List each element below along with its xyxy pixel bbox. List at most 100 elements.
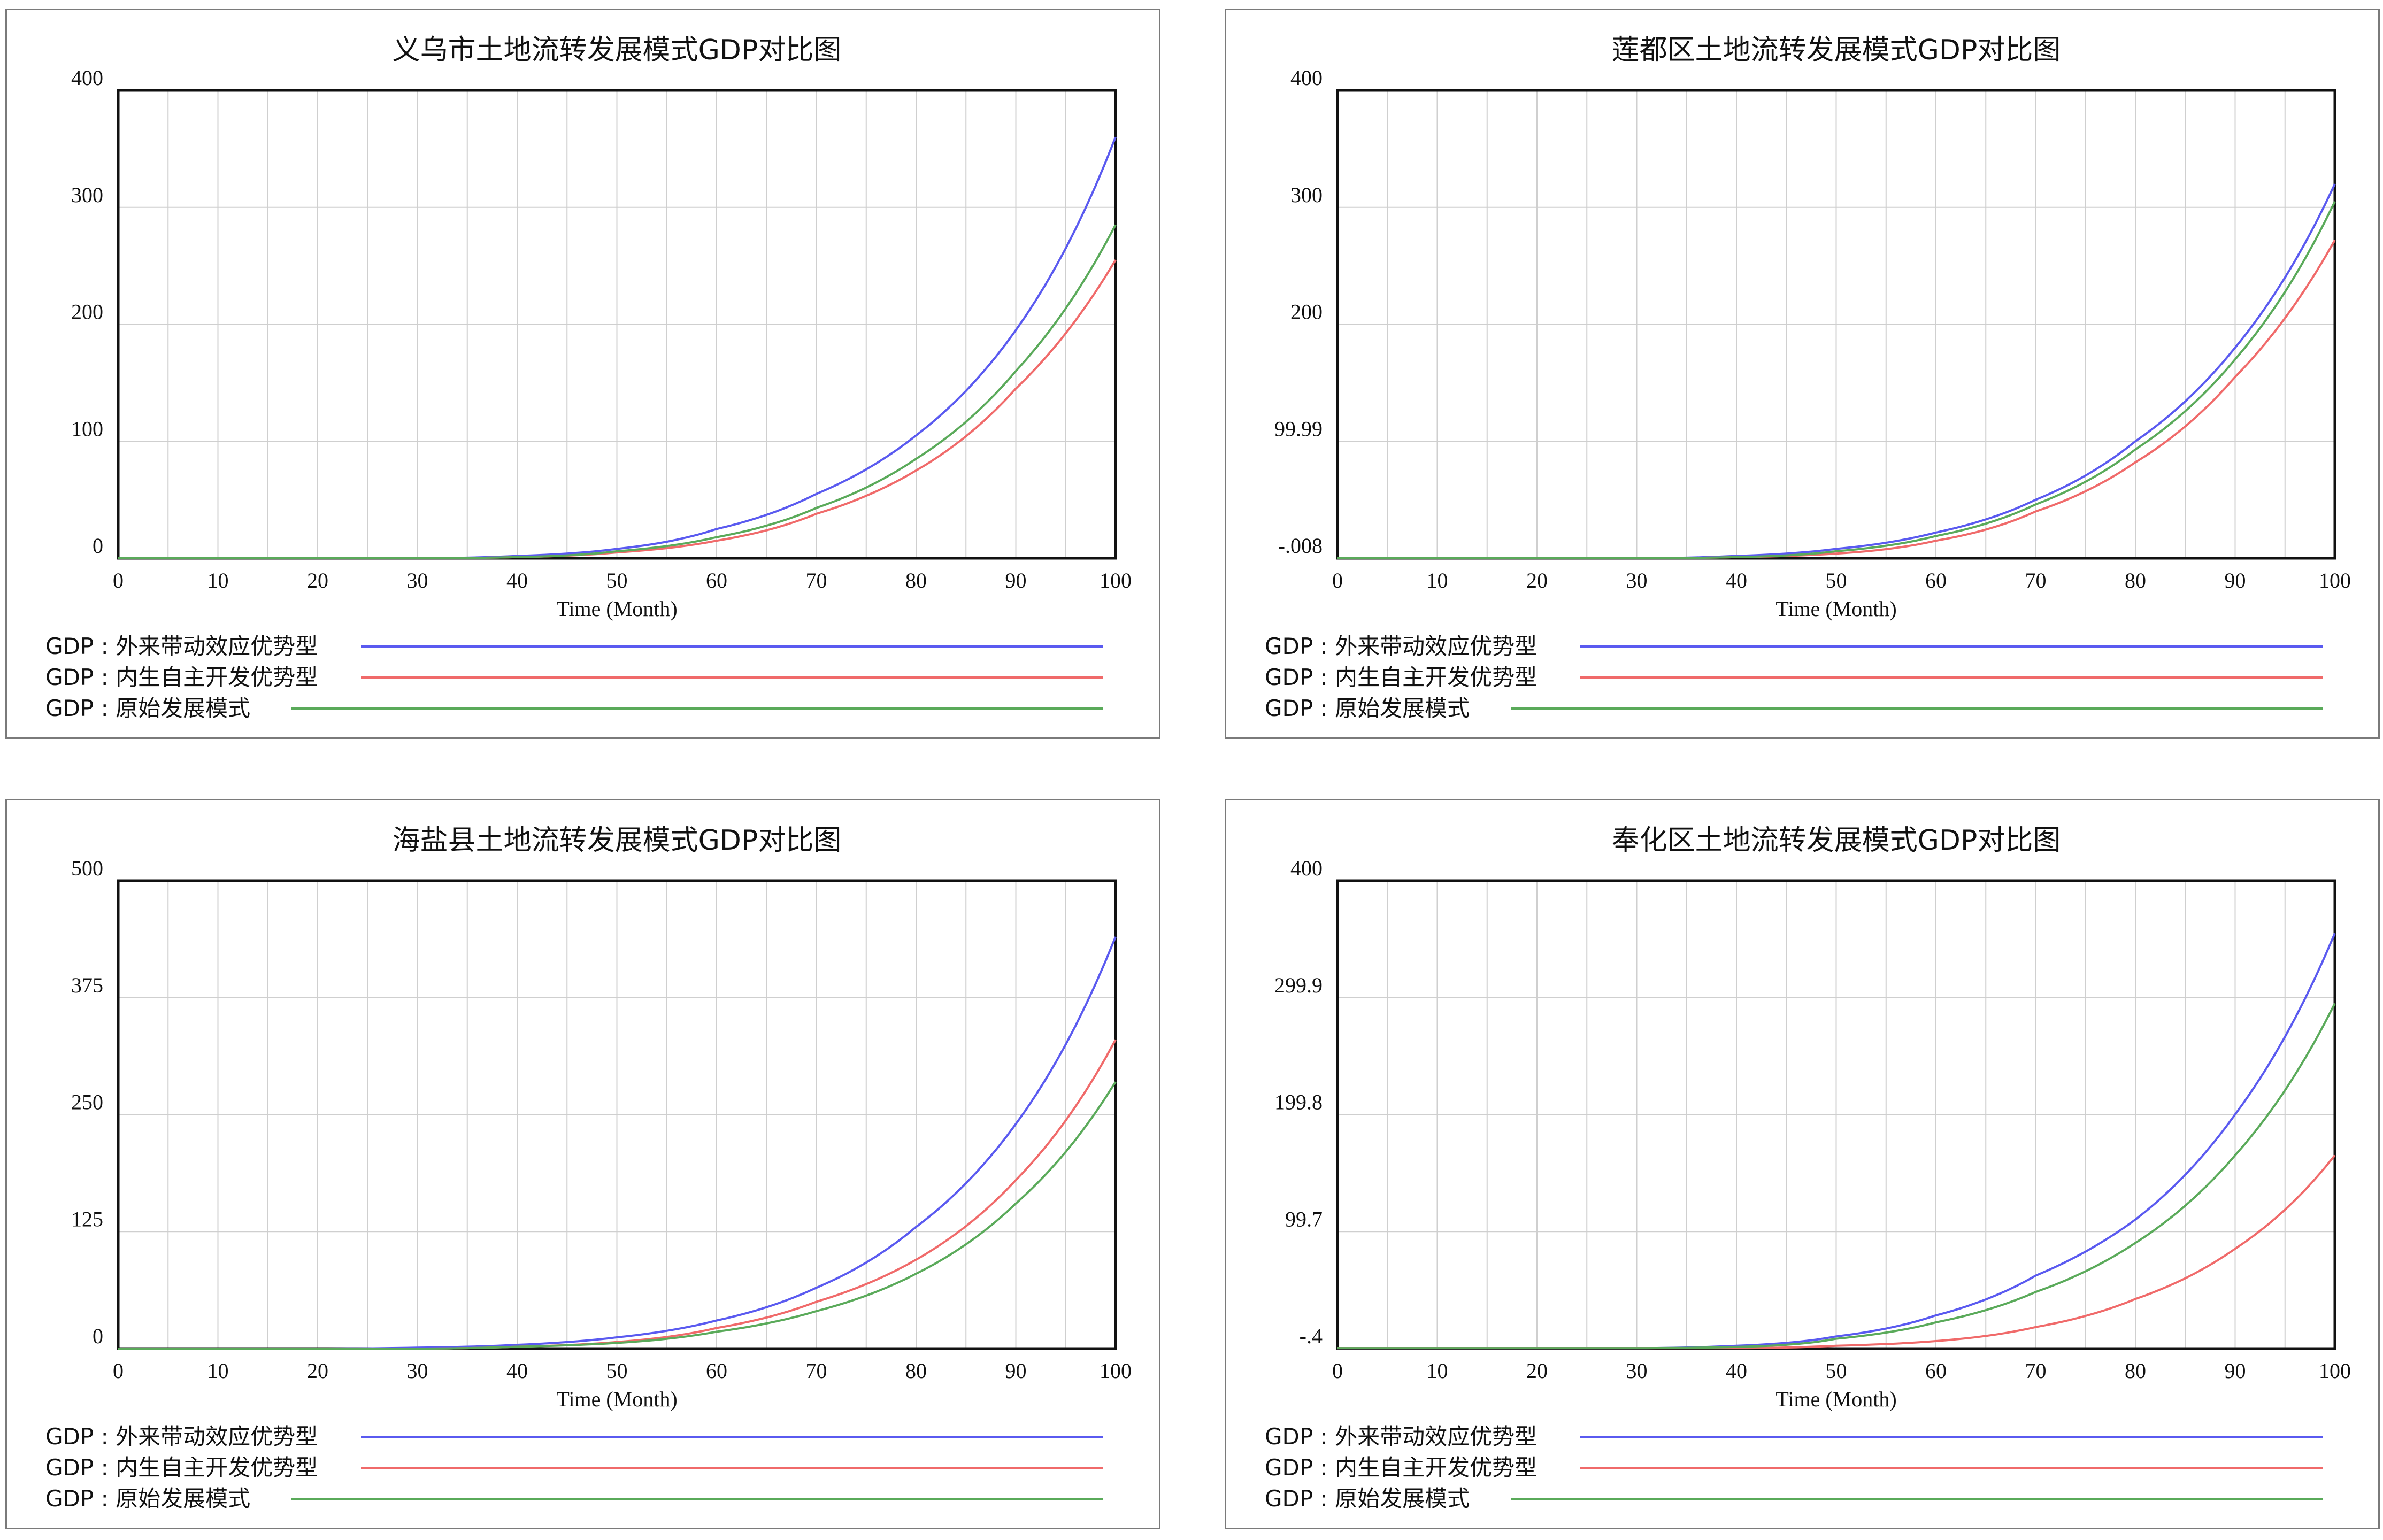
chart-svg: 奉化区土地流转发展模式GDP对比图 0 10 20 30 40 50 60 70 80 90 100 -… — [1265, 825, 2351, 1512]
y-tick-label: 99.99 — [1274, 417, 1323, 441]
x-axis-label: Time (Month) — [1775, 1387, 1896, 1411]
y-tick-label: -.008 — [1278, 534, 1323, 558]
x-tick-label: 50 — [1826, 1359, 1847, 1383]
x-tick-label: 40 — [506, 1359, 528, 1383]
legend-label: GDP : 外来带动效应优势型 — [45, 633, 318, 659]
x-tick-label: 10 — [1427, 1359, 1448, 1383]
x-tick-label: 80 — [2125, 1359, 2146, 1383]
x-tick-label: 40 — [1726, 568, 1747, 592]
chart-panel: 义乌市土地流转发展模式GDP对比图 0 10 20 30 40 50 60 70 80 90 100 0… — [5, 9, 1160, 739]
x-tick-label: 70 — [806, 1359, 827, 1383]
y-tick-label: 99.7 — [1285, 1207, 1323, 1231]
x-tick-label: 60 — [706, 568, 727, 592]
x-axis-label: Time (Month) — [1775, 597, 1896, 621]
y-tick-label: 199.8 — [1274, 1090, 1323, 1114]
x-tick-label: 20 — [307, 568, 328, 592]
chart-panel: 海盐县土地流转发展模式GDP对比图 0 10 20 30 40 50 60 70 80 90 100 0… — [5, 799, 1160, 1529]
chart-title: 海盐县土地流转发展模式GDP对比图 — [393, 825, 842, 857]
y-tick-label: 375 — [71, 973, 103, 997]
x-tick-label: 10 — [207, 568, 229, 592]
y-tick-label: 300 — [71, 183, 103, 207]
chart-title: 莲都区土地流转发展模式GDP对比图 — [1612, 34, 2061, 66]
x-tick-label: 20 — [1526, 1359, 1548, 1383]
x-tick-label: 10 — [1427, 568, 1448, 592]
y-tick-label: 400 — [71, 66, 103, 90]
chart-panel: 莲都区土地流转发展模式GDP对比图 0 10 20 30 40 50 60 70 80 90 100 -… — [1225, 9, 2380, 739]
plot-frame — [117, 89, 1117, 560]
x-tick-label: 20 — [307, 1359, 328, 1383]
x-tick-label: 0 — [1332, 1359, 1343, 1383]
y-tick-label: -.4 — [1300, 1324, 1323, 1348]
plot-frame — [117, 879, 1117, 1350]
x-tick-label: 10 — [207, 1359, 229, 1383]
x-tick-label: 100 — [2319, 1359, 2351, 1383]
y-tick-label: 200 — [71, 300, 103, 324]
legend-label: GDP : 原始发展模式 — [1265, 1485, 1470, 1512]
plot-frame — [1336, 89, 2336, 560]
y-tick-label: 200 — [1290, 300, 1323, 324]
x-tick-label: 40 — [1726, 1359, 1747, 1383]
x-tick-label: 0 — [113, 568, 124, 592]
x-tick-label: 70 — [2025, 1359, 2047, 1383]
x-tick-label: 80 — [905, 568, 927, 592]
x-tick-label: 90 — [1005, 1359, 1027, 1383]
series-line — [118, 1081, 1117, 1350]
legend-label: GDP : 内生自主开发优势型 — [1265, 1454, 1537, 1481]
x-axis-label: Time (Month) — [556, 1387, 677, 1411]
chart-svg: 海盐县土地流转发展模式GDP对比图 0 10 20 30 40 50 60 70 80 90 100 0… — [45, 825, 1132, 1512]
y-tick-label: 250 — [71, 1090, 103, 1114]
x-tick-label: 30 — [407, 568, 428, 592]
legend-label: GDP : 外来带动效应优势型 — [1265, 633, 1537, 659]
y-tick-label: 500 — [71, 856, 103, 880]
y-tick-label: 125 — [71, 1207, 103, 1231]
x-tick-label: 40 — [506, 568, 528, 592]
x-tick-label: 100 — [1100, 568, 1132, 592]
y-tick-label: 100 — [71, 417, 103, 441]
x-tick-label: 0 — [113, 1359, 124, 1383]
x-tick-label: 90 — [1005, 568, 1027, 592]
series-line — [1337, 201, 2336, 559]
y-tick-label: 400 — [1290, 66, 1323, 90]
legend-label: GDP : 原始发展模式 — [1265, 695, 1470, 721]
x-tick-label: 0 — [1332, 568, 1343, 592]
chart-svg: 莲都区土地流转发展模式GDP对比图 0 10 20 30 40 50 60 70 80 90 100 -… — [1265, 34, 2351, 721]
x-tick-label: 70 — [2025, 568, 2047, 592]
x-tick-label: 50 — [1826, 568, 1847, 592]
x-tick-label: 70 — [806, 568, 827, 592]
plot-frame — [1336, 879, 2336, 1350]
x-tick-label: 80 — [2125, 568, 2146, 592]
x-tick-label: 90 — [2225, 1359, 2246, 1383]
y-tick-label: 299.9 — [1274, 973, 1323, 997]
legend-label: GDP : 内生自主开发优势型 — [1265, 664, 1537, 690]
series-line — [1337, 1003, 2336, 1350]
x-tick-label: 60 — [1925, 1359, 1947, 1383]
x-tick-label: 100 — [2319, 568, 2351, 592]
y-tick-label: 300 — [1290, 183, 1323, 207]
x-tick-label: 30 — [407, 1359, 428, 1383]
chart-panel: 奉化区土地流转发展模式GDP对比图 0 10 20 30 40 50 60 70 80 90 100 -… — [1225, 799, 2380, 1529]
legend-label: GDP : 内生自主开发优势型 — [45, 664, 318, 690]
legend-label: GDP : 内生自主开发优势型 — [45, 1454, 318, 1481]
legend-label: GDP : 外来带动效应优势型 — [45, 1423, 318, 1450]
x-tick-label: 60 — [706, 1359, 727, 1383]
y-tick-label: 400 — [1290, 856, 1323, 880]
series-line — [118, 224, 1117, 559]
x-tick-label: 90 — [2225, 568, 2246, 592]
chart-title: 奉化区土地流转发展模式GDP对比图 — [1612, 825, 2061, 857]
x-tick-label: 50 — [606, 568, 628, 592]
y-tick-label: 0 — [93, 1324, 103, 1348]
x-tick-label: 20 — [1526, 568, 1548, 592]
legend-label: GDP : 外来带动效应优势型 — [1265, 1423, 1537, 1450]
x-tick-label: 60 — [1925, 568, 1947, 592]
x-tick-label: 100 — [1100, 1359, 1132, 1383]
x-tick-label: 30 — [1626, 1359, 1648, 1383]
legend-label: GDP : 原始发展模式 — [45, 1485, 250, 1512]
x-tick-label: 50 — [606, 1359, 628, 1383]
x-tick-label: 80 — [905, 1359, 927, 1383]
chart-svg: 义乌市土地流转发展模式GDP对比图 0 10 20 30 40 50 60 70 80 90 100 0… — [45, 34, 1132, 721]
chart-title: 义乌市土地流转发展模式GDP对比图 — [393, 34, 842, 66]
x-axis-label: Time (Month) — [556, 597, 677, 621]
legend-label: GDP : 原始发展模式 — [45, 695, 250, 721]
y-tick-label: 0 — [93, 534, 103, 558]
